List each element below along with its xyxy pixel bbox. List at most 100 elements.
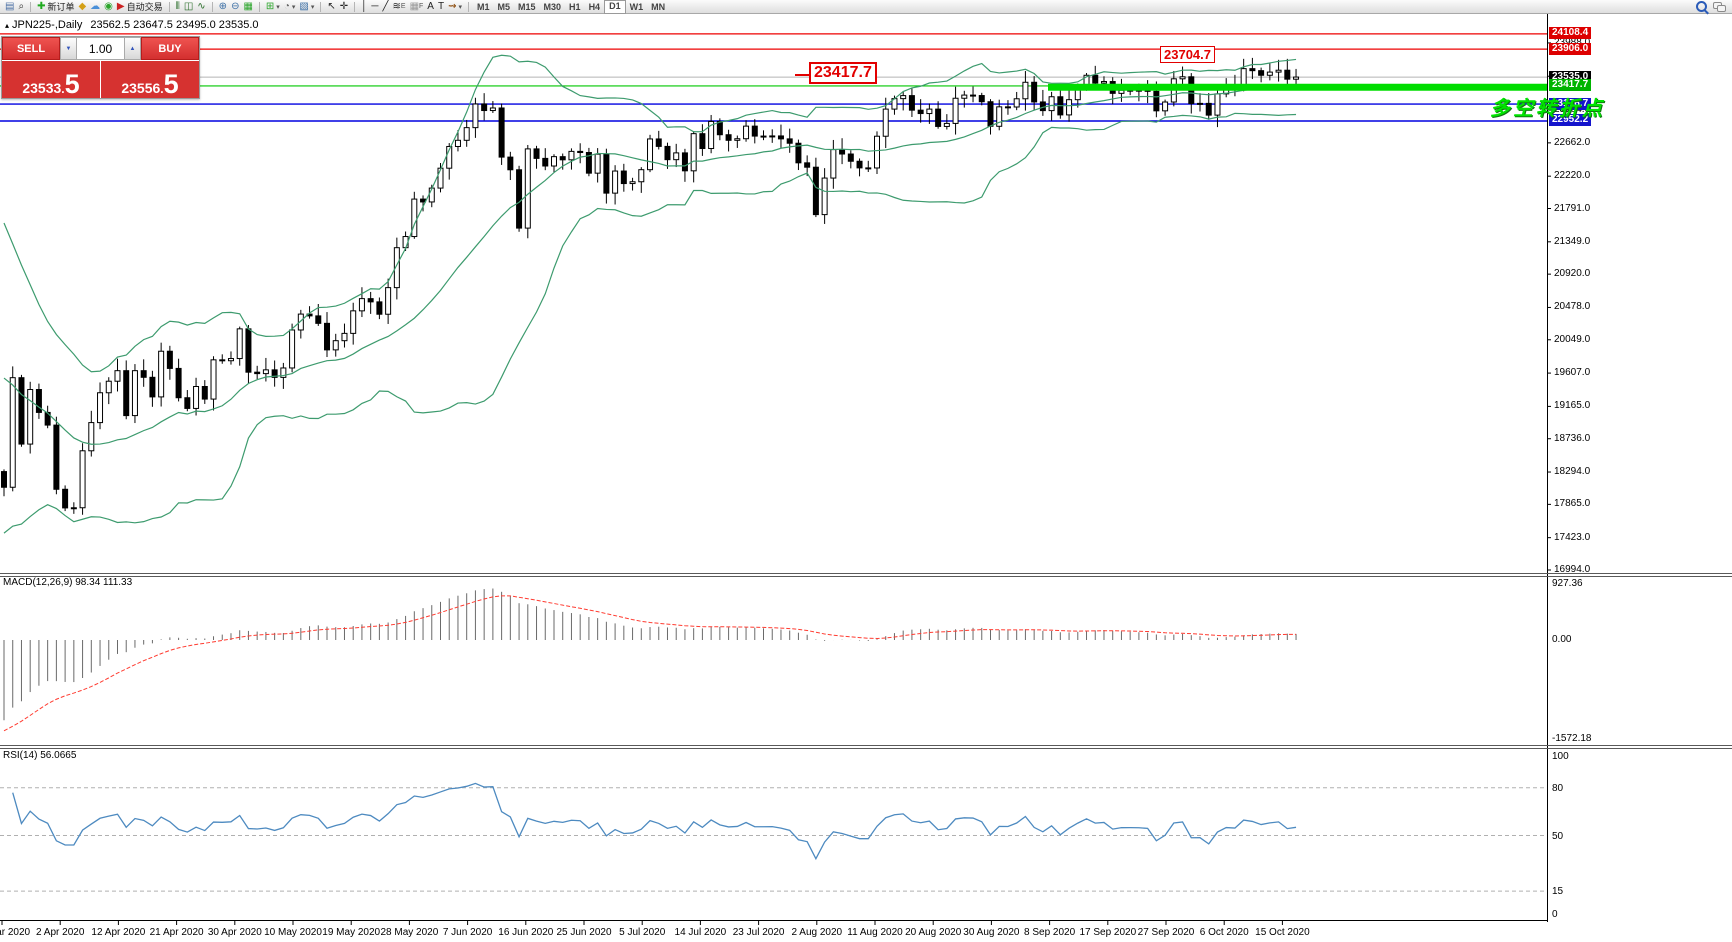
grid-button[interactable]: ▦ F <box>409 1 424 12</box>
volume-increase-button[interactable]: ▲ <box>124 37 141 60</box>
sell-price[interactable]: 23533 . 5 <box>2 61 100 98</box>
chevron-down-icon: ▾ <box>310 3 315 11</box>
horizontal-line-button[interactable]: ─ <box>369 0 380 13</box>
price-tick: 17865.0 <box>1554 498 1591 510</box>
date-label: 27 Sep 2020 <box>1137 927 1195 938</box>
crosshair-button[interactable]: ✛ <box>338 0 350 13</box>
buy-price[interactable]: 23556 . 5 <box>101 61 199 98</box>
date-label: 30 Apr 2020 <box>207 927 262 938</box>
volume-input[interactable]: 1.00 <box>77 37 124 60</box>
community-icon-glyph: ☁ <box>90 1 101 12</box>
macd-scale-tick: -1572.18 <box>1552 733 1592 744</box>
date-label: 21 Apr 2020 <box>149 927 204 938</box>
timeframe-h4-button[interactable]: H4 <box>588 1 601 12</box>
indicators-button[interactable]: ⊞ ▾ <box>264 0 282 13</box>
tile-windows-button[interactable]: ▦ <box>241 0 254 13</box>
one-click-trading-panel: SELL ▼ 1.00 ▲ BUY 23533 . 5 23556 . 5 <box>1 36 200 99</box>
profile-icon[interactable]: ⌕ <box>16 0 26 13</box>
chevron-down-icon: ▾ <box>291 3 296 11</box>
ohlc-values: 23562.5 23647.5 23495.0 23535.0 <box>90 19 259 31</box>
search-icon[interactable] <box>1696 1 1707 12</box>
macd-scale-tick: 0.00 <box>1552 634 1572 645</box>
price-tick: 20478.0 <box>1554 301 1591 313</box>
line-chart-button-glyph: ∿ <box>197 1 206 12</box>
horizontal-line-button-glyph: ─ <box>371 1 379 12</box>
timeframe-m5-button[interactable]: M5 <box>497 1 511 12</box>
date-label: 10 May 2020 <box>264 927 322 938</box>
buy-button[interactable]: BUY <box>141 37 199 60</box>
candle-chart-button-glyph: ◫ <box>183 1 194 12</box>
sell-button[interactable]: SELL <box>2 37 60 60</box>
zoom-in-button-glyph: ⊕ <box>218 1 228 12</box>
toolbar-separator <box>320 1 322 12</box>
text-button[interactable]: A <box>425 0 436 13</box>
new-order-button[interactable]: ✚ 新订单 <box>37 1 75 13</box>
vertical-line-button-glyph: │ <box>361 1 368 12</box>
autotrade-button-glyph: ▶ <box>116 1 125 12</box>
timeframe-mn-button[interactable]: MN <box>651 1 666 12</box>
date-label: 30 Aug 2020 <box>963 927 1020 938</box>
sell-price-dot: . <box>61 82 65 96</box>
zoom-in-button[interactable]: ⊕ <box>217 0 229 13</box>
zoom-out-button[interactable]: ⊖ <box>229 0 241 13</box>
price-level-annotation[interactable]: 23417.7 <box>809 62 877 84</box>
timeframe-d1-button[interactable]: D1 <box>604 0 626 14</box>
volume-decrease-button[interactable]: ▼ <box>60 37 77 60</box>
community-icon[interactable]: ☁ <box>88 0 102 13</box>
periods-button[interactable]: ◔ ▾ <box>282 0 298 13</box>
cursor-button[interactable]: ↖ <box>325 0 337 13</box>
price-tick: 22662.0 <box>1554 136 1591 148</box>
rsi-scale-tick: 15 <box>1552 886 1564 898</box>
arrows-button[interactable]: ⇝ ▾ <box>446 0 464 13</box>
price-marker-23176.7: 23176.7 <box>1549 97 1592 110</box>
rsi-scale-tick: 50 <box>1552 830 1564 842</box>
level-annotation-tick <box>795 74 809 76</box>
templates-button[interactable]: ▧ ▾ <box>297 0 316 13</box>
line-chart-button[interactable]: ∿ <box>195 0 207 13</box>
fibonacci-button[interactable]: ≋ E <box>392 1 406 12</box>
chevron-down-icon: ▾ <box>458 3 462 11</box>
rsi-scale-tick: 80 <box>1552 782 1564 794</box>
deposit-icon[interactable]: ◆ <box>76 0 88 13</box>
date-label: 7 Jun 2020 <box>442 927 493 938</box>
signals-icon[interactable]: ◉ <box>102 0 115 13</box>
timeframe-m1-button[interactable]: M1 <box>476 1 490 12</box>
price-tick: 20920.0 <box>1554 268 1591 280</box>
zoom-out-button-glyph: ⊖ <box>231 1 240 12</box>
price-tick: 16994.0 <box>1554 564 1591 575</box>
chat-icon[interactable] <box>1713 2 1726 12</box>
timeframe-m15-button[interactable]: M15 <box>518 1 536 12</box>
price-tick: 21349.0 <box>1554 235 1591 247</box>
fibonacci-button-glyph: ≋ <box>392 1 401 12</box>
pivot-point-text[interactable]: 多空转折点 <box>1490 96 1605 120</box>
timeframe-h1-button[interactable]: H1 <box>569 1 581 12</box>
price-marker-23906.0: 23906.0 <box>1549 42 1592 55</box>
cursor-button-glyph: ↖ <box>327 1 336 12</box>
new-chart-icon[interactable]: ▤ <box>3 0 16 13</box>
toolbar-separator <box>354 1 356 12</box>
date-label: 20 Aug 2020 <box>905 927 962 938</box>
label-button[interactable]: T <box>436 0 446 13</box>
timeframe-w1-button[interactable]: W1 <box>629 1 644 12</box>
candle-chart-button[interactable]: ◫ <box>182 0 195 13</box>
profile-icon-glyph: ⌕ <box>18 1 25 12</box>
vertical-line-button[interactable]: │ <box>359 0 369 13</box>
grid-button-glyph: ▦ <box>409 1 420 12</box>
rsi-scale-tick: 0 <box>1552 909 1558 920</box>
autotrade-button[interactable]: ▶ 自动交易 <box>116 1 163 13</box>
trendline-button[interactable]: ╱ <box>380 0 390 13</box>
price-tick: 19165.0 <box>1554 400 1591 412</box>
arrows-button-glyph: ⇝ <box>448 1 457 12</box>
high-level-annotation[interactable]: 23704.7 <box>1160 46 1215 63</box>
date-label: 16 Jun 2020 <box>498 927 554 938</box>
price-marker-23417.7: 23417.7 <box>1549 79 1592 92</box>
top-toolbar: ▤ ⌕ ✚ 新订单 ◆ ☁ ◉ ▶ 自动交易 ⫴ ◫ ∿ ⊕ ⊖ ▦ ⊞ ▾ ◔ ▾ ▧ ▾ ↖ ✛ │ ─ ╱ ≋ E ▦ F A T ⇝ ▾ M… <box>0 0 1732 14</box>
sell-price-big-digit: 5 <box>64 69 80 99</box>
bar-chart-button[interactable]: ⫴ <box>174 0 182 13</box>
collapse-triangle-icon[interactable]: ▴ <box>5 21 10 30</box>
timeframe-m30-button[interactable]: M30 <box>543 1 562 12</box>
date-label: 19 May 2020 <box>322 927 381 938</box>
date-label: 2 Aug 2020 <box>791 927 843 938</box>
date-label: 28 May 2020 <box>380 927 439 938</box>
